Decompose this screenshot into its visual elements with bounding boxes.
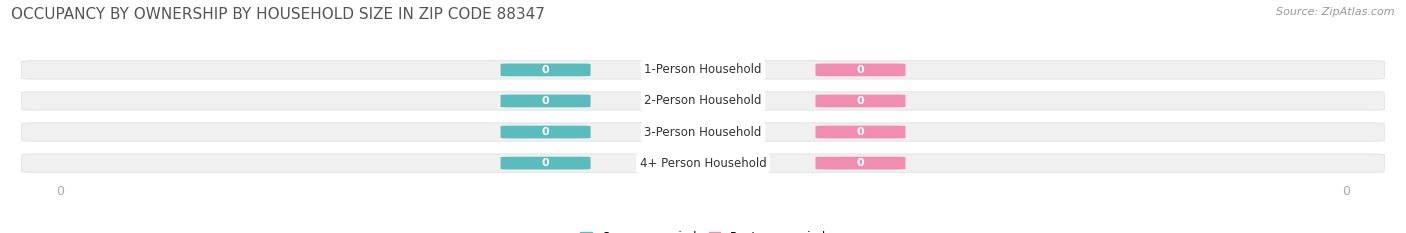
Text: OCCUPANCY BY OWNERSHIP BY HOUSEHOLD SIZE IN ZIP CODE 88347: OCCUPANCY BY OWNERSHIP BY HOUSEHOLD SIZE… xyxy=(11,7,546,22)
Text: 1-Person Household: 1-Person Household xyxy=(644,63,762,76)
FancyBboxPatch shape xyxy=(501,64,591,76)
FancyBboxPatch shape xyxy=(815,126,905,138)
FancyBboxPatch shape xyxy=(501,95,591,107)
Text: 0: 0 xyxy=(541,96,550,106)
FancyBboxPatch shape xyxy=(815,64,905,76)
Text: 0: 0 xyxy=(541,127,550,137)
FancyBboxPatch shape xyxy=(21,123,1385,141)
Text: Source: ZipAtlas.com: Source: ZipAtlas.com xyxy=(1277,7,1395,17)
FancyBboxPatch shape xyxy=(21,154,1385,172)
FancyBboxPatch shape xyxy=(21,61,1385,79)
Text: 3-Person Household: 3-Person Household xyxy=(644,126,762,139)
Text: 0: 0 xyxy=(856,96,865,106)
FancyBboxPatch shape xyxy=(21,92,1385,110)
Text: 0: 0 xyxy=(856,65,865,75)
Legend: Owner-occupied, Renter-occupied: Owner-occupied, Renter-occupied xyxy=(579,231,827,233)
Text: 0: 0 xyxy=(856,127,865,137)
FancyBboxPatch shape xyxy=(501,157,591,169)
FancyBboxPatch shape xyxy=(815,95,905,107)
Text: 2-Person Household: 2-Person Household xyxy=(644,94,762,107)
FancyBboxPatch shape xyxy=(501,126,591,138)
Text: 0: 0 xyxy=(856,158,865,168)
Text: 0: 0 xyxy=(541,65,550,75)
Text: 0: 0 xyxy=(541,158,550,168)
FancyBboxPatch shape xyxy=(815,157,905,169)
Text: 4+ Person Household: 4+ Person Household xyxy=(640,157,766,170)
